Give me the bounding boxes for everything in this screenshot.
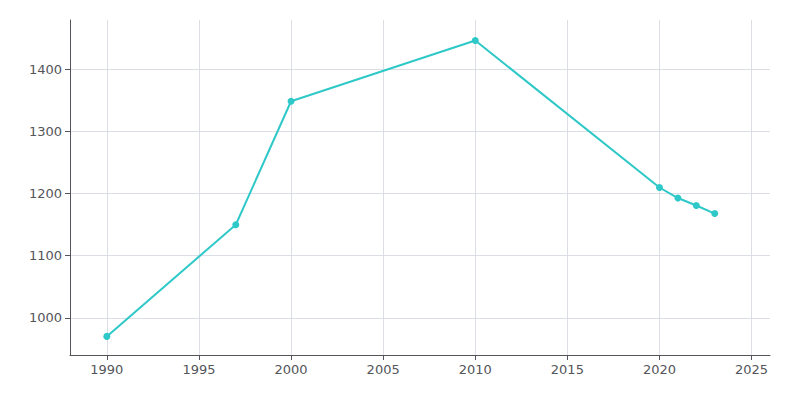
svg-text:2020: 2020 (643, 362, 676, 377)
svg-text:1000: 1000 (29, 310, 62, 325)
svg-text:2000: 2000 (275, 362, 308, 377)
svg-text:2005: 2005 (367, 362, 400, 377)
svg-text:1990: 1990 (90, 362, 123, 377)
svg-text:1100: 1100 (29, 248, 62, 263)
svg-text:1400: 1400 (29, 62, 62, 77)
svg-text:2010: 2010 (459, 362, 492, 377)
svg-text:1200: 1200 (29, 186, 62, 201)
svg-text:2015: 2015 (551, 362, 584, 377)
svg-text:1995: 1995 (182, 362, 215, 377)
svg-text:2025: 2025 (735, 362, 768, 377)
svg-text:1300: 1300 (29, 124, 62, 139)
